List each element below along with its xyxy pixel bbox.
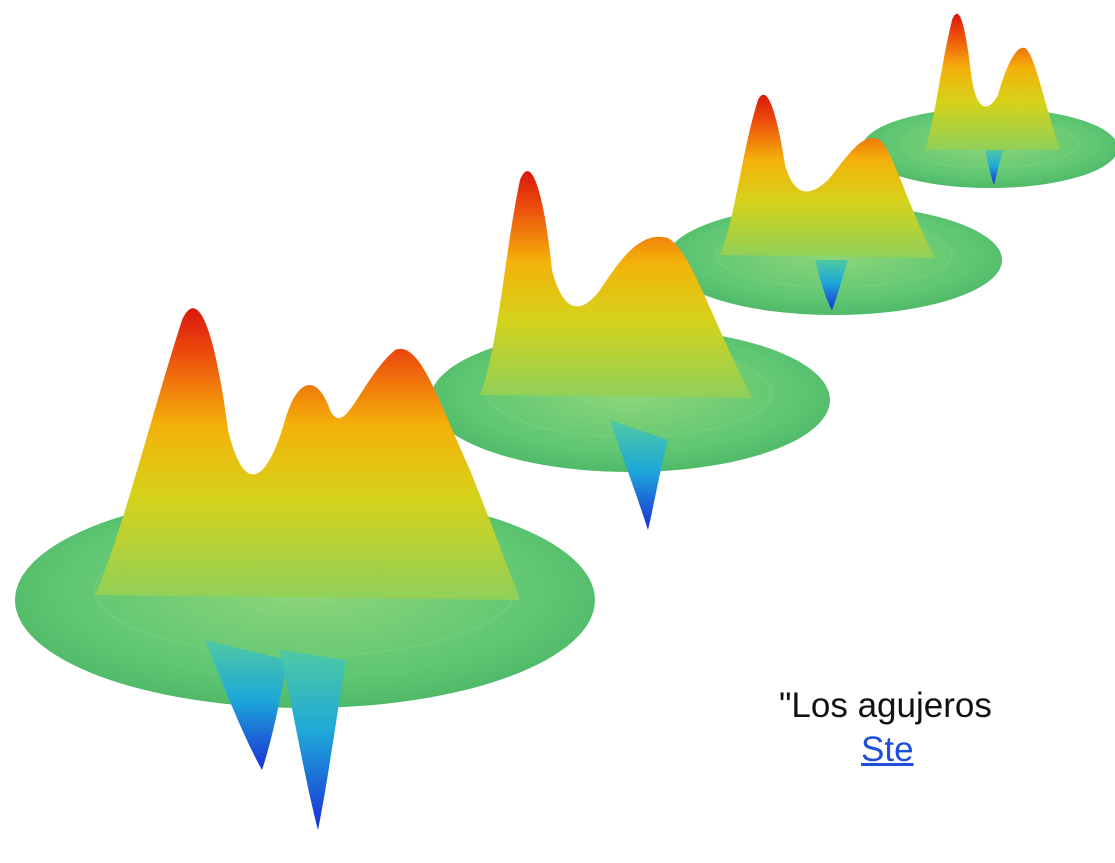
wave-packet-2 (430, 171, 830, 530)
wave-packet-3 (666, 94, 1002, 315)
quote-author-link[interactable]: Ste (861, 730, 914, 769)
wave-packet-1 (15, 308, 595, 830)
quote-text: "Los agujeros (779, 686, 992, 725)
wave-packet-4 (862, 13, 1115, 188)
